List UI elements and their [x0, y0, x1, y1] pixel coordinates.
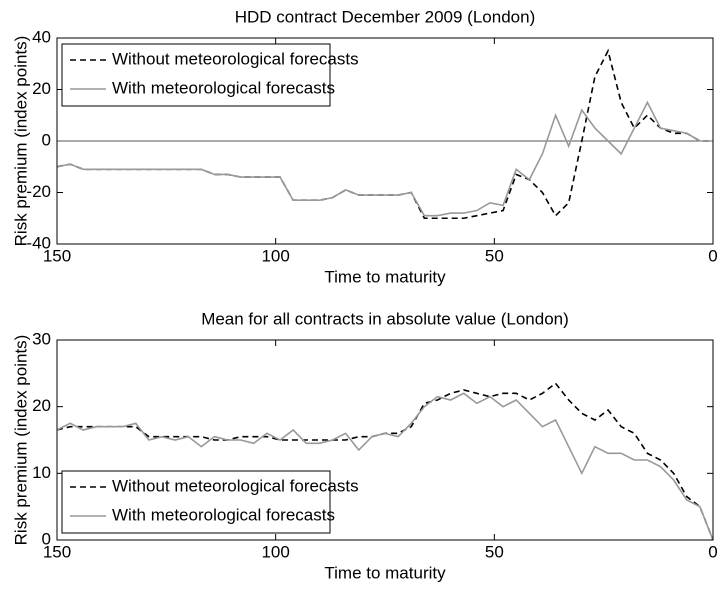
- y-tick-label: 0: [42, 529, 51, 548]
- x-axis-label: Time to maturity: [324, 267, 446, 286]
- y-tick-label: -20: [26, 182, 51, 201]
- x-tick-label: 100: [261, 246, 289, 265]
- legend-label: Without meteorological forecasts: [112, 476, 359, 495]
- x-tick-label: 100: [261, 542, 289, 561]
- y-tick-label: 40: [32, 27, 51, 46]
- legend-label: With meteorological forecasts: [112, 505, 335, 524]
- y-axis-label: Risk premium (index points): [11, 335, 30, 546]
- y-tick-label: -40: [26, 233, 51, 252]
- x-tick-label: 150: [43, 542, 71, 561]
- axes-frame: [56, 339, 714, 541]
- legend-label: Without meteorological forecasts: [112, 49, 359, 68]
- series-line: [56, 100, 713, 217]
- x-tick-label: 0: [708, 542, 717, 561]
- series-line: [56, 392, 714, 541]
- chart-title: Mean for all contracts in absolute value…: [201, 309, 569, 328]
- legend-box: [61, 470, 331, 534]
- legend-box: [61, 43, 331, 107]
- chart-title: HDD contract December 2009 (London): [235, 7, 535, 26]
- y-tick-label: 20: [32, 79, 51, 98]
- legend-label: With meteorological forecasts: [112, 78, 335, 97]
- x-tick-label: 50: [485, 246, 504, 265]
- y-tick-label: 0: [42, 130, 51, 149]
- y-axis-label: Risk premium (index points): [11, 36, 30, 247]
- x-tick-label: 50: [485, 542, 504, 561]
- x-tick-label: 150: [43, 246, 71, 265]
- y-tick-label: 20: [32, 396, 51, 415]
- x-axis-label: Time to maturity: [324, 563, 446, 582]
- axes-frame: [56, 37, 714, 245]
- y-tick-label: 30: [32, 329, 51, 348]
- y-tick-label: 10: [32, 463, 51, 482]
- x-tick-label: 0: [708, 246, 717, 265]
